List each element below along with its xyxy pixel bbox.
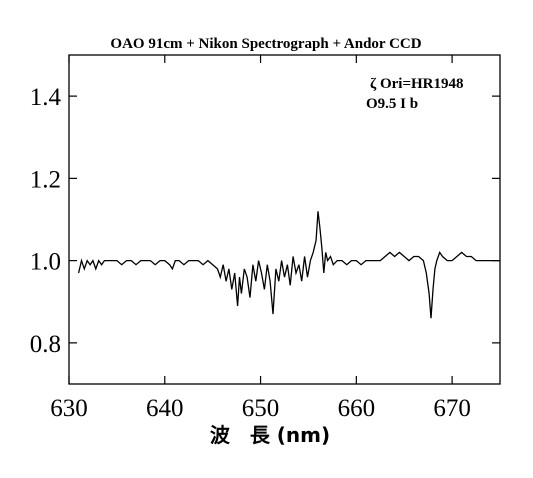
- chart-title: OAO 91cm + Nikon Spectrograph + Andor CC…: [110, 36, 421, 52]
- x-tick-label: 670: [433, 395, 471, 422]
- y-tick-label: 1.2: [30, 166, 61, 193]
- y-axis: 0.8 1.0 1.2 1.4: [30, 84, 500, 358]
- x-tick-label: 660: [338, 395, 376, 422]
- star-name-annotation: ζ Ori=HR1948: [370, 76, 464, 92]
- x-tick-label: 650: [242, 395, 280, 422]
- x-tick-label: 630: [50, 395, 88, 422]
- spectrum-line: [77, 211, 500, 319]
- y-tick-label: 1.0: [30, 249, 61, 276]
- x-axis-label: 波 長 (nm): [210, 423, 330, 447]
- x-tick-label: 640: [146, 395, 184, 422]
- plot-frame: [68, 54, 501, 385]
- x-axis: 630 640 650 660 670: [50, 55, 471, 422]
- spectral-type-annotation: O9.5 I b: [366, 96, 418, 112]
- y-tick-label: 1.4: [30, 84, 62, 111]
- y-tick-label: 0.8: [30, 331, 61, 358]
